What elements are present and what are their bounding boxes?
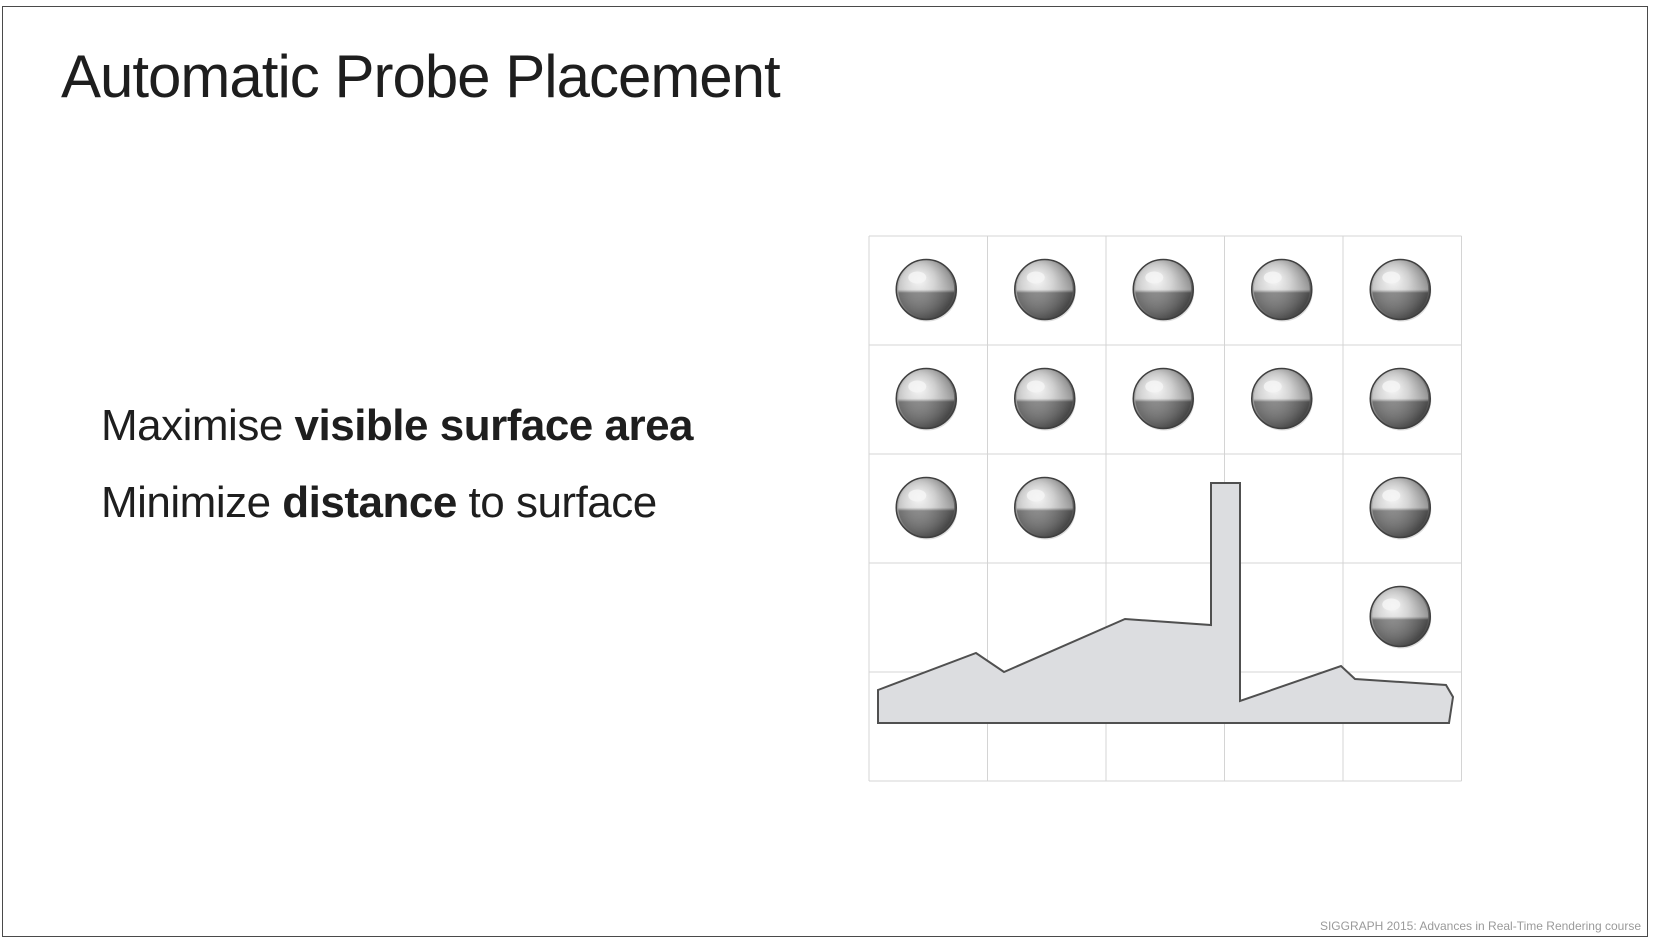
- probes: [895, 258, 1432, 649]
- reflective-sphere-icon: [895, 258, 958, 322]
- reflective-sphere-icon: [1369, 585, 1432, 649]
- reflective-sphere-icon: [1014, 258, 1076, 322]
- bullet-text: to surface: [456, 478, 658, 527]
- surface-geometry: [877, 482, 1455, 724]
- bullet-emphasis: visible surface area: [294, 401, 694, 450]
- reflective-sphere-icon: [1014, 367, 1076, 431]
- bullet-text: Maximise: [101, 401, 295, 450]
- reflective-sphere-icon: [1014, 476, 1076, 540]
- reflective-sphere-icon: [1369, 476, 1432, 540]
- reflective-sphere-icon: [1251, 258, 1313, 322]
- reflective-sphere-icon: [1132, 367, 1195, 431]
- reflective-sphere-icon: [895, 476, 958, 540]
- bullet-text: Minimize: [101, 478, 283, 527]
- bullet-visible-surface-area: Maximise visible surface area: [101, 400, 694, 453]
- footer-course-credit: SIGGRAPH 2015: Advances in Real-Time Ren…: [1319, 919, 1641, 933]
- reflective-sphere-icon: [1251, 367, 1313, 431]
- reflective-sphere-icon: [1369, 367, 1432, 431]
- reflective-sphere-icon: [1132, 258, 1195, 322]
- slide: Automatic Probe Placement Maximise visib…: [2, 6, 1648, 937]
- bullet-emphasis: distance: [282, 478, 457, 527]
- reflective-sphere-icon: [895, 367, 958, 431]
- slide-title: Automatic Probe Placement: [61, 43, 781, 110]
- bullet-distance-to-surface: Minimize distance to surface: [101, 477, 657, 530]
- reflective-sphere-icon: [1369, 258, 1432, 322]
